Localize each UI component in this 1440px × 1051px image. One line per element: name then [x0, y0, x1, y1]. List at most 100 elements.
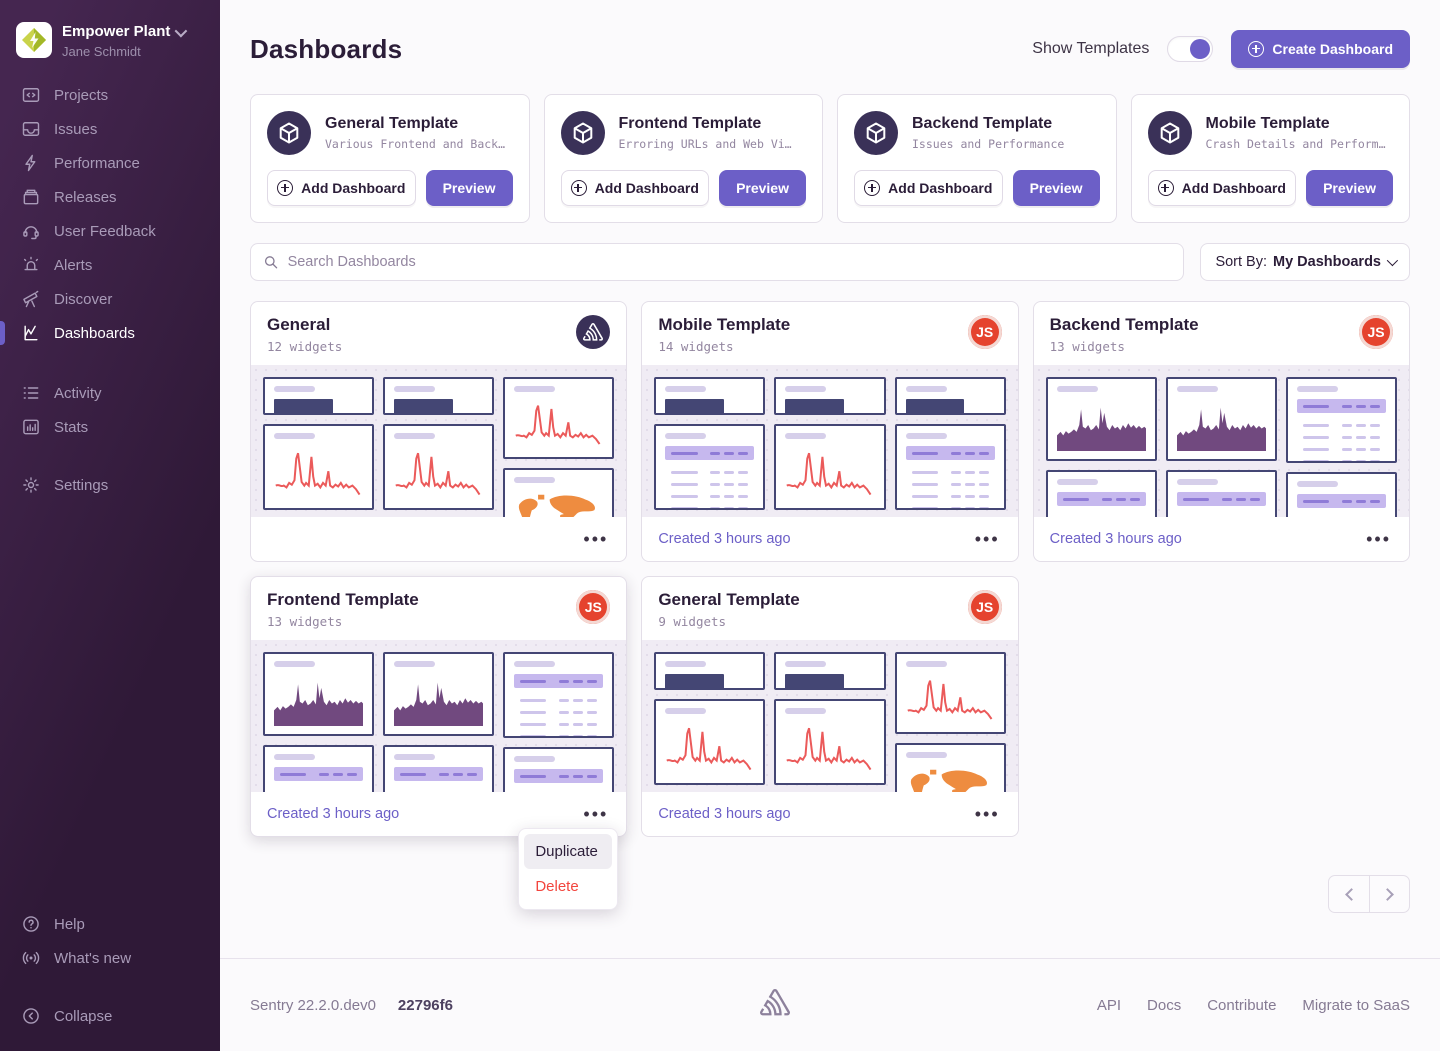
- discover-icon: [23, 290, 39, 308]
- template-cube-icon: [560, 111, 605, 155]
- sidebar-item-whats-new[interactable]: What's new: [0, 941, 220, 975]
- sidebar-item-alerts[interactable]: Alerts: [0, 248, 220, 282]
- dashboard-card-general-template[interactable]: General Template 9 widgets JS Created 3 …: [641, 576, 1019, 837]
- sidebar-item-label: Alerts: [54, 256, 93, 274]
- sidebar-item-collapse[interactable]: Collapse: [0, 999, 220, 1033]
- card-menu-button[interactable]: •••: [974, 529, 1000, 549]
- sidebar: Empower Plant Jane Schmidt Projects Issu…: [0, 0, 220, 1051]
- sidebar-item-label: User Feedback: [54, 222, 156, 240]
- mini-widget-big: [894, 377, 1006, 415]
- mini-widget-tableStub: [1285, 472, 1397, 517]
- footer-link-contribute[interactable]: Contribute: [1207, 996, 1277, 1014]
- mini-widget-big: [654, 377, 766, 415]
- projects-icon: [22, 88, 40, 102]
- search-icon: [264, 256, 278, 269]
- sidebar-item-discover[interactable]: Discover: [0, 282, 220, 316]
- card-menu-button[interactable]: •••: [583, 804, 609, 824]
- footer-link-migrate[interactable]: Migrate to SaaS: [1302, 996, 1410, 1014]
- sort-by-button[interactable]: Sort By: My Dashboards: [1200, 243, 1410, 281]
- add-dashboard-button[interactable]: Add Dashboard: [560, 170, 710, 206]
- user-feedback-icon: [23, 226, 39, 240]
- add-dashboard-button[interactable]: Add Dashboard: [1147, 170, 1297, 206]
- search-input[interactable]: [287, 254, 1172, 270]
- collapse-icon: [23, 1008, 39, 1024]
- dashboards-icon: [24, 325, 38, 341]
- card-menu-button[interactable]: •••: [1366, 529, 1391, 549]
- footer-version: Sentry 22.2.0.dev0: [250, 996, 376, 1014]
- sidebar-item-label: Projects: [54, 86, 109, 104]
- dashboard-title: General: [267, 315, 331, 334]
- template-name: Backend Template: [912, 115, 1053, 132]
- sidebar-item-label: Settings: [54, 476, 109, 494]
- plus-circle-icon: [1157, 180, 1174, 196]
- created-timestamp: Created 3 hours ago: [658, 531, 791, 547]
- footer-link-docs[interactable]: Docs: [1147, 996, 1182, 1014]
- alerts-icon: [23, 256, 39, 271]
- mini-widget-area: [1165, 377, 1277, 461]
- dashboard-widget-count: 13 widgets: [1049, 339, 1125, 354]
- mini-widget-tableStub: [383, 745, 495, 792]
- mini-widget-tableTall: [503, 652, 615, 738]
- sidebar-item-label: What's new: [54, 949, 132, 967]
- activity-icon: [23, 387, 39, 399]
- sidebar-item-performance[interactable]: Performance: [0, 146, 220, 180]
- empower-plant-logo: [16, 22, 52, 58]
- org-switcher[interactable]: Empower Plant Jane Schmidt: [0, 14, 220, 78]
- mini-widget-lineTall: [503, 377, 615, 459]
- card-menu-button[interactable]: •••: [974, 804, 1000, 824]
- template-card-backend: Backend Template Issues and Performance A…: [837, 94, 1117, 223]
- sidebar-item-dashboards[interactable]: Dashboards: [0, 316, 220, 350]
- create-dashboard-button[interactable]: Create Dashboard: [1231, 30, 1410, 68]
- dashboard-widget-count: 14 widgets: [658, 339, 734, 354]
- menu-item-delete[interactable]: Delete: [535, 878, 579, 895]
- mini-widget-tableStub: [1045, 470, 1157, 517]
- preview-button[interactable]: Preview: [1306, 170, 1393, 206]
- mini-widget-big: [774, 377, 886, 415]
- previous-page-button[interactable]: [1329, 876, 1369, 912]
- mini-widget-tableStub: [1165, 470, 1277, 517]
- next-page-button[interactable]: [1369, 876, 1409, 912]
- footer-link-api[interactable]: API: [1096, 996, 1122, 1014]
- pagination: [250, 875, 1410, 913]
- chevron-left-icon: [1344, 887, 1358, 901]
- sidebar-item-help[interactable]: Help: [0, 907, 220, 941]
- dashboard-card-backend-template[interactable]: Backend Template 13 widgets JS Created 3…: [1032, 301, 1410, 562]
- mini-widget-big: [774, 652, 886, 690]
- menu-item-duplicate[interactable]: Duplicate: [524, 834, 613, 869]
- sidebar-item-projects[interactable]: Projects: [0, 78, 220, 112]
- add-dashboard-button[interactable]: Add Dashboard: [854, 170, 1003, 206]
- created-timestamp: Created 3 hours ago: [267, 806, 400, 822]
- gear-icon: [23, 477, 39, 493]
- dashboard-grid: General 12 widgets ••• Mobile Template 1…: [250, 301, 1410, 910]
- context-menu: Duplicate Delete: [518, 828, 619, 910]
- sidebar-item-stats[interactable]: Stats: [0, 410, 220, 444]
- dashboard-card-frontend-template[interactable]: Frontend Template 13 widgets JS Created …: [250, 576, 628, 910]
- dashboard-title: General Template: [658, 590, 800, 609]
- mini-widget-line: [774, 424, 886, 510]
- sidebar-item-releases[interactable]: Releases: [0, 180, 220, 214]
- stats-icon: [23, 419, 39, 435]
- sidebar-item-settings[interactable]: Settings: [0, 468, 220, 502]
- search-box: [250, 243, 1185, 281]
- card-menu-button[interactable]: •••: [583, 529, 609, 549]
- org-user: Jane Schmidt: [62, 43, 141, 59]
- plus-circle-icon: [570, 180, 587, 196]
- show-templates-toggle[interactable]: [1167, 36, 1214, 62]
- template-desc: Crash Details and Perform…: [1205, 137, 1386, 151]
- dashboard-preview: [642, 640, 1018, 792]
- user-avatar: JS: [967, 590, 1002, 624]
- preview-button[interactable]: Preview: [719, 170, 806, 206]
- sidebar-item-user-feedback[interactable]: User Feedback: [0, 214, 220, 248]
- add-dashboard-button[interactable]: Add Dashboard: [267, 170, 416, 206]
- sidebar-item-activity[interactable]: Activity: [0, 376, 220, 410]
- sort-value: My Dashboards: [1273, 254, 1381, 270]
- sidebar-item-issues[interactable]: Issues: [0, 112, 220, 146]
- dashboard-card-general[interactable]: General 12 widgets •••: [250, 301, 628, 562]
- sidebar-item-label: Dashboards: [54, 324, 135, 342]
- preview-button[interactable]: Preview: [1012, 170, 1100, 206]
- created-timestamp: Created 3 hours ago: [1049, 531, 1182, 547]
- sort-label: Sort By:: [1215, 254, 1268, 270]
- dashboard-title: Mobile Template: [658, 315, 791, 334]
- preview-button[interactable]: Preview: [425, 170, 513, 206]
- dashboard-card-mobile-template[interactable]: Mobile Template 14 widgets JS Created 3 …: [641, 301, 1019, 562]
